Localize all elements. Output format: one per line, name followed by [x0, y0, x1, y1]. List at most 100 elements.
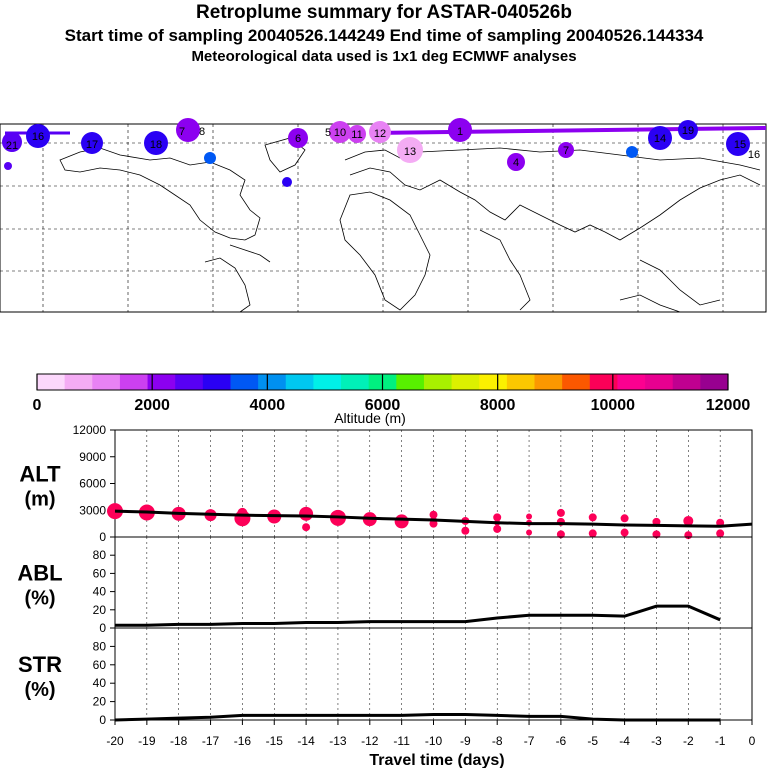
map-day-label: 18	[150, 139, 162, 151]
y-tick-label: 0	[99, 713, 106, 727]
colorbar-segment	[341, 374, 370, 390]
colorbar-segment	[313, 374, 342, 390]
y-axis-label: ABL	[17, 561, 62, 586]
map-frame	[0, 123, 767, 313]
y-axis-unit: (%)	[24, 588, 55, 610]
altitude-cluster-point	[588, 529, 597, 538]
x-tick-label: -1	[715, 734, 726, 748]
x-tick-label: -3	[651, 734, 662, 748]
map-day-label: 4	[513, 157, 519, 169]
altitude-colorbar: 0 2000 4000 6000 8000 10000 12000	[33, 373, 751, 414]
altitude-cluster-point	[394, 514, 409, 529]
y-tick-label: 60	[93, 566, 107, 580]
altitude-cluster-point	[588, 513, 597, 522]
map-day-label: 5	[325, 127, 331, 139]
y-tick-label: 0	[99, 530, 106, 544]
colorbar-segment	[645, 374, 674, 390]
met-data-line: Meteorological data used is 1x1 deg ECMW…	[191, 48, 577, 65]
x-tick-label: -8	[492, 734, 503, 748]
map-day-label: 13	[404, 146, 416, 158]
y-axis-label: ALT	[19, 462, 61, 487]
x-tick-label: -6	[556, 734, 567, 748]
y-tick-label: 0	[99, 621, 106, 635]
panel-str: 0 20 40 60 80 STR(%)	[18, 627, 753, 727]
x-tick-label: -5	[587, 734, 598, 748]
y-tick-label: 60	[93, 658, 107, 672]
y-tick-label: 20	[93, 603, 107, 617]
x-tick-label: -17	[202, 734, 220, 748]
panel-alt: 0 3000 6000 9000 12000 ALT(m)	[19, 423, 753, 544]
colorbar-segment	[119, 374, 149, 390]
y-tick-label: 9000	[79, 450, 106, 464]
x-tick-label: -15	[266, 734, 284, 748]
altitude-cluster-point	[652, 517, 661, 526]
colorbar-segment	[202, 374, 231, 390]
y-tick-label: 40	[93, 676, 107, 690]
colorbar-segment	[589, 374, 618, 390]
colorbar-segment	[700, 374, 729, 390]
map-day-label: 19	[682, 125, 694, 137]
altitude-cluster-point	[493, 524, 502, 533]
y-tick-label: 80	[93, 639, 107, 653]
panel-abl: 0 20 40 60 80 ABL(%)	[17, 536, 753, 635]
map-day-label: 15	[734, 139, 746, 151]
colorbar-segment	[147, 374, 176, 390]
chart-title: Retroplume summary for ASTAR-040526b	[196, 2, 572, 23]
x-tick-label: -4	[619, 734, 630, 748]
altitude-cluster-point	[429, 510, 438, 519]
x-tick-label: 0	[749, 734, 756, 748]
x-tick-label: -16	[234, 734, 252, 748]
altitude-cluster-point	[461, 526, 470, 535]
series-line-str	[114, 712, 721, 722]
x-tick-label: -18	[170, 734, 188, 748]
y-axis-unit: (m)	[24, 489, 55, 511]
colorbar-segment	[534, 374, 563, 390]
colorbar-segment	[92, 374, 121, 390]
map-day-label: 7	[179, 126, 185, 138]
colorbar-tick-label: 0	[33, 397, 42, 414]
map-day-label: 10	[334, 127, 346, 139]
colorbar-segment	[64, 374, 93, 390]
altitude-cluster-point	[299, 506, 314, 521]
colorbar-tick-label: 4000	[250, 397, 286, 414]
map-graticule	[0, 124, 766, 312]
colorbar-label: Altitude (m)	[334, 410, 406, 426]
colorbar-segment	[562, 374, 591, 390]
altitude-cluster-point	[302, 523, 311, 532]
series-line-alt	[114, 509, 753, 528]
altitude-cluster-point	[683, 515, 694, 526]
colorbar-tick-label: 12000	[706, 397, 751, 414]
map-day-label: 21	[6, 140, 18, 152]
x-tick-label: -2	[683, 734, 694, 748]
altitude-cluster-point	[526, 513, 533, 520]
map-day-label: 7	[563, 145, 569, 157]
colorbar-segment	[258, 374, 287, 390]
map-day-label: 16	[748, 149, 760, 161]
x-tick-label: -9	[460, 734, 471, 748]
map-day-label: 14	[654, 133, 666, 145]
y-tick-label: 20	[93, 695, 107, 709]
colorbar-segment	[506, 374, 536, 390]
y-tick-label: 40	[93, 585, 107, 599]
plume-markers	[2, 118, 750, 187]
y-axis-label: STR	[18, 652, 62, 677]
x-tick-label: -13	[329, 734, 347, 748]
sampling-time-line: Start time of sampling 20040526.144249 E…	[64, 26, 704, 45]
x-tick-label: -19	[138, 734, 156, 748]
altitude-cluster-point	[716, 529, 725, 538]
colorbar-tick-label: 10000	[591, 397, 636, 414]
coastlines	[59, 137, 761, 313]
y-axis-unit: (%)	[24, 679, 55, 701]
colorbar-segment	[37, 374, 66, 390]
map-day-label: 12	[374, 128, 386, 140]
map-day-label: 16	[32, 131, 44, 143]
colorbar-segment	[175, 374, 204, 390]
x-tick-label: -7	[524, 734, 535, 748]
colorbar-segment	[285, 374, 314, 390]
y-tick-label: 12000	[73, 423, 107, 437]
colorbar-segment	[617, 374, 646, 390]
series-line-abl	[115, 604, 721, 627]
